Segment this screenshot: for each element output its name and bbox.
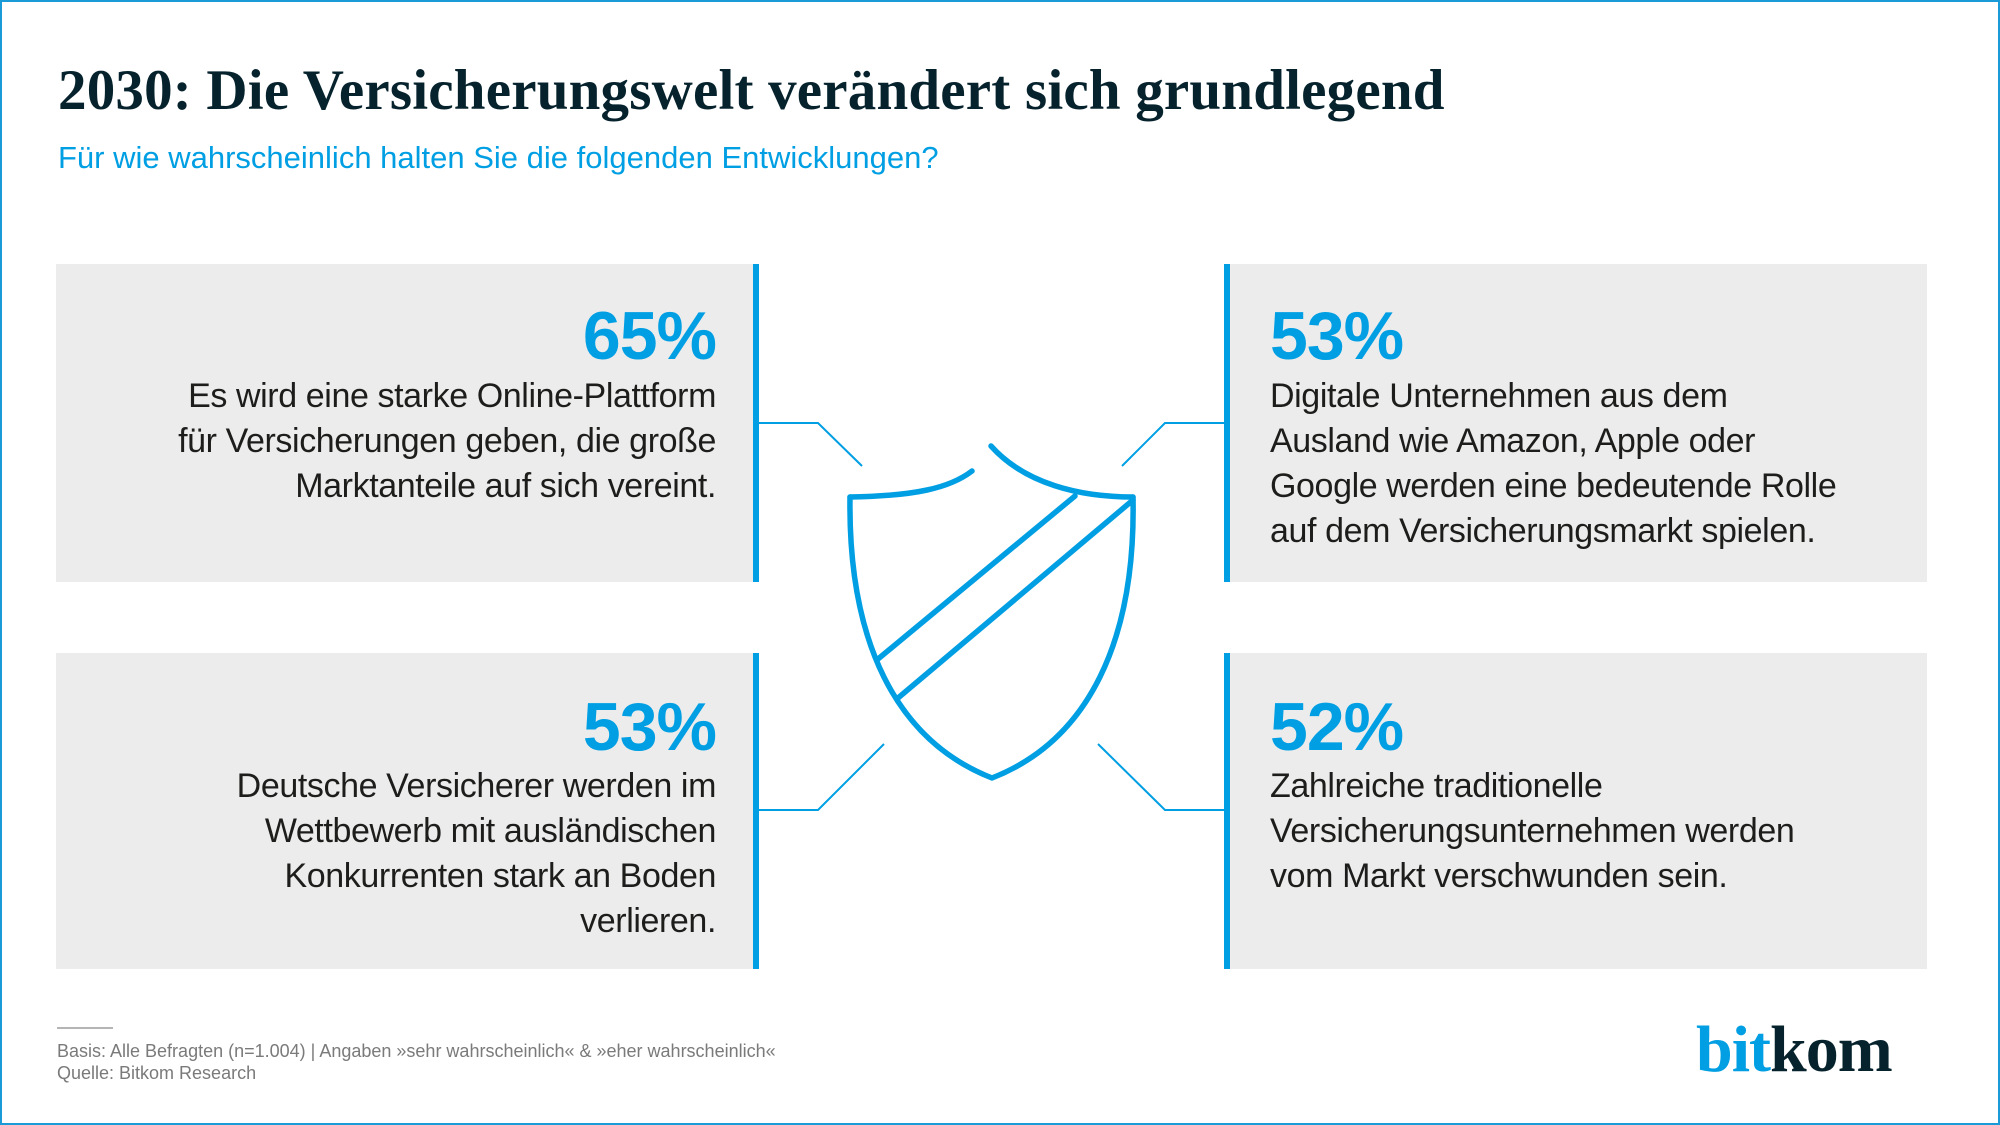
description-line: vom Markt verschwunden sein. [1270,857,1728,895]
footer-source: Quelle: Bitkom Research [57,1063,257,1083]
stat-percent: 52% [1270,689,1404,765]
description-line: Zahlreiche traditionelle [1270,767,1603,805]
description-line: verlieren. [580,902,716,940]
footer-notes: Basis: Alle Befragten (n=1.004) | Angabe… [57,1040,776,1084]
connector-line-bottom-left [759,743,885,811]
bitkom-logo: bitkom [1696,1013,1893,1086]
stat-description: Es wird eine starke Online-Plattform für… [178,374,716,509]
shield-top-right-arc [988,443,1136,500]
page-subtitle: Für wie wahrscheinlich halten Sie die fo… [58,140,939,175]
description-line: Deutsche Versicherer werden im [236,767,717,805]
stat-card-online-platform: 65% Es wird eine starke Online-Plattform… [56,264,753,582]
stat-percent: 53% [582,689,717,765]
footer-divider [57,1027,113,1029]
description-line: für Versicherungen geben, die große [178,422,716,460]
description-line: Google werden eine bedeutende Rolle [1270,467,1837,505]
description-line: auf dem Versicherungsmarkt spielen. [1270,512,1816,550]
stat-description: Deutsche Versicherer werden im Wettbewer… [236,764,717,944]
description-line: Marktanteile auf sich vereint. [295,467,716,505]
description-line: Digitale Unternehmen aus dem [1270,377,1728,415]
stat-percent: 65% [582,298,717,374]
connector-line-top-right [1121,422,1224,467]
logo-part-kom: kom [1770,1013,1893,1086]
stat-description: Digitale Unternehmen aus dem Ausland wie… [1270,374,1837,554]
card-accent-bar [753,264,759,582]
card-accent-bar [753,653,759,969]
stat-card-german-insurers: 53% Deutsche Versicherer werden im Wettb… [56,653,753,969]
stat-card-digital-companies: 53% Digitale Unternehmen aus dem Ausland… [1230,264,1927,582]
connector-line-top-left [759,422,863,467]
stat-card-traditional-insurers: 52% Zahlreiche traditionelle Versicherun… [1230,653,1927,969]
page-title: 2030: Die Versicherungswelt verändert si… [58,59,1445,122]
shield-icon [847,443,1136,781]
description-line: Ausland wie Amazon, Apple oder [1270,422,1756,460]
card-accent-bar [1224,264,1230,582]
shield-stripe-lower [895,497,1136,701]
shield-top-left-arc [847,468,975,500]
stat-percent: 53% [1270,298,1404,374]
footer-basis: Basis: Alle Befragten (n=1.004) | Angabe… [57,1041,776,1061]
shield-outline [847,494,1136,781]
description-line: Es wird eine starke Online-Plattform [188,377,716,415]
stat-description: Zahlreiche traditionelle Versicherungsun… [1270,764,1795,899]
logo-part-bit: bit [1696,1013,1771,1086]
description-line: Konkurrenten stark an Boden [284,857,717,895]
description-line: Versicherungsunternehmen werden [1270,812,1795,850]
shield-stripe-upper [875,493,1078,662]
description-line: Wettbewerb mit ausländischen [264,812,717,850]
connector-line-bottom-right [1097,743,1224,811]
card-accent-bar [1224,653,1230,969]
